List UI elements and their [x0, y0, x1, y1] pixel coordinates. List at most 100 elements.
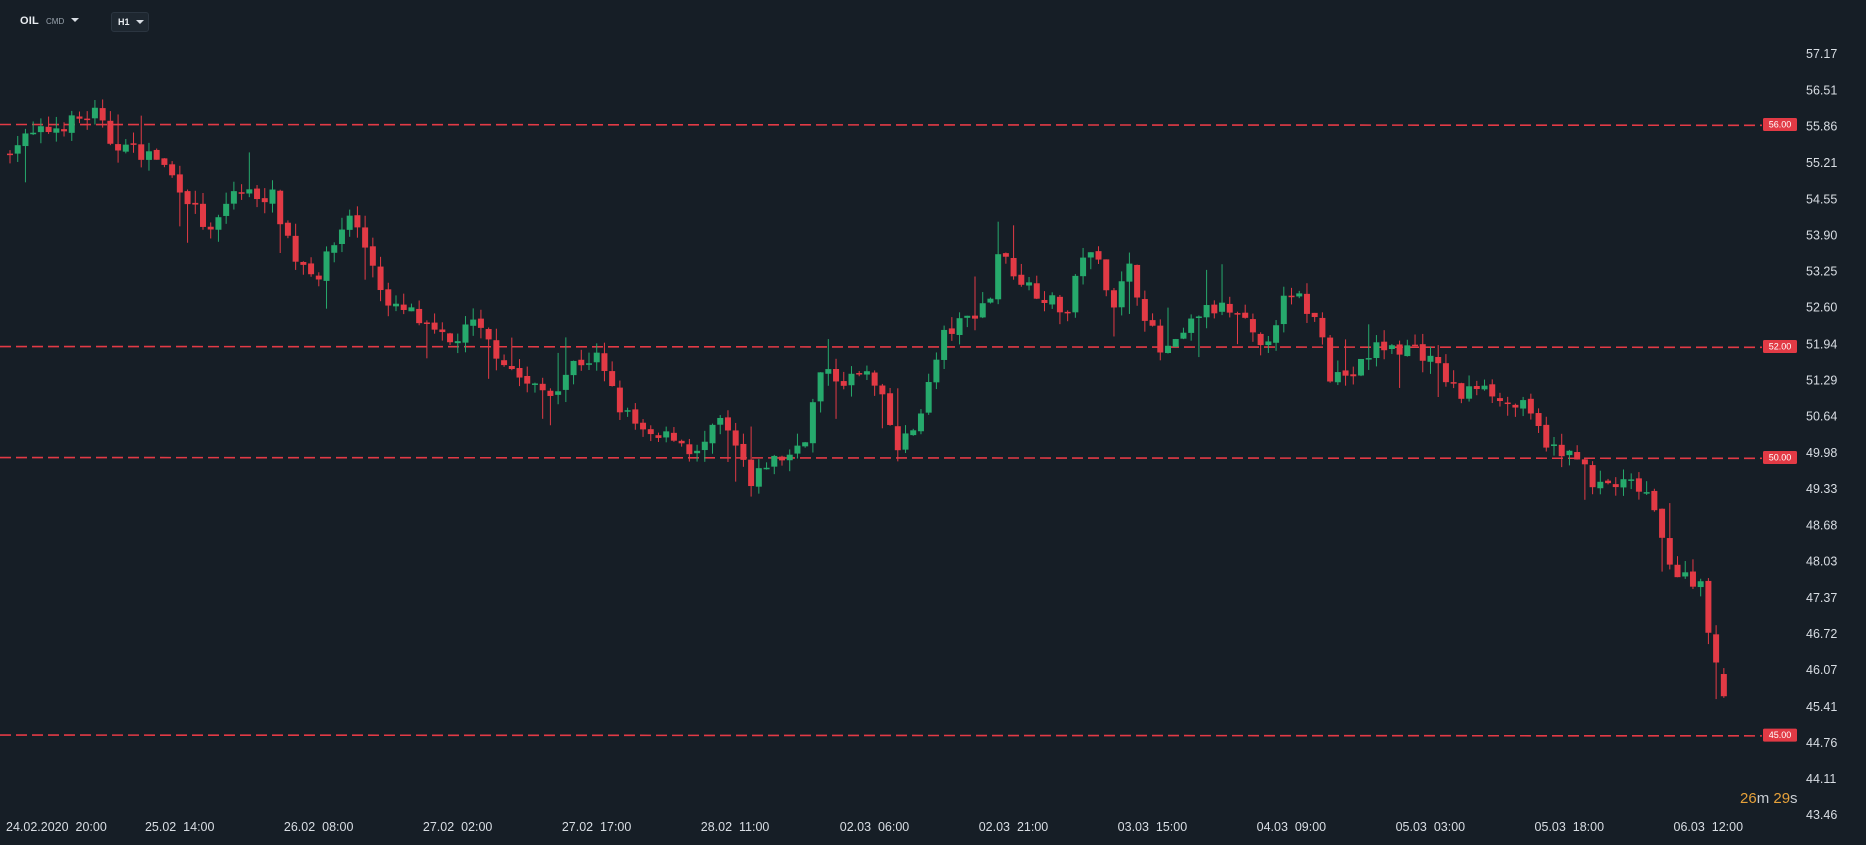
bull-candle	[1358, 358, 1364, 377]
bull-candle	[122, 139, 129, 154]
candle-body	[1450, 382, 1457, 384]
bear-candle	[686, 438, 693, 462]
countdown-seconds-unit: s	[1790, 790, 1798, 807]
bear-candle	[1319, 312, 1326, 345]
candle-body	[941, 329, 948, 360]
bear-candle	[948, 317, 955, 341]
bull-candle	[1296, 290, 1303, 299]
price-tick-label: 44.11	[1806, 772, 1836, 786]
bull-candle	[1280, 286, 1287, 333]
level-line[interactable]	[0, 456, 1763, 460]
bear-candle	[1713, 625, 1720, 700]
candle-body	[1327, 337, 1334, 382]
candle-body	[477, 318, 484, 328]
candle-body	[948, 328, 955, 334]
bull-candle	[14, 135, 21, 162]
candle-body	[771, 455, 778, 467]
bear-candle	[833, 358, 840, 419]
candle-body	[1527, 398, 1534, 414]
candle-body	[1612, 484, 1619, 488]
candle-body	[331, 245, 338, 253]
bear-candle	[1010, 225, 1017, 280]
candle-body	[161, 158, 168, 165]
bear-candle	[871, 370, 878, 396]
time-tick-label: 05.03 18:00	[1535, 820, 1605, 834]
candle-body	[825, 369, 832, 374]
candle-body	[1203, 305, 1210, 318]
candle-body	[1674, 564, 1681, 578]
candle-body	[470, 319, 477, 326]
bear-candle	[99, 99, 106, 128]
bull-candle	[323, 246, 330, 309]
candle-body	[593, 352, 600, 363]
bull-candle	[933, 352, 940, 390]
time-tick-label: 27.02 02:00	[423, 820, 493, 834]
chart-toolbar: OIL CMD H1	[0, 0, 300, 40]
level-line[interactable]	[0, 345, 1763, 349]
candle-body	[1350, 374, 1357, 377]
candle-body	[1087, 252, 1094, 258]
candle-body	[1033, 283, 1040, 299]
bear-candle	[1002, 252, 1009, 264]
symbol-selector[interactable]: OIL CMD	[14, 10, 84, 32]
candle-body	[284, 222, 291, 236]
price-axis: 57.17 56.51 55.86 55.21 54.55 53.90 53.25 52.60…	[1806, 47, 1837, 822]
bull-candle	[1620, 469, 1627, 496]
bull-candle	[462, 316, 469, 353]
candle-body	[1651, 490, 1658, 511]
candle-body	[246, 189, 253, 194]
candle-body	[1381, 341, 1388, 351]
bull-candle	[1118, 271, 1125, 316]
bear-candle	[308, 257, 315, 277]
candle-body	[555, 391, 562, 395]
candle-body	[632, 409, 639, 424]
bear-candle	[1141, 290, 1148, 332]
candle-body	[1080, 257, 1087, 277]
candle-body	[871, 372, 878, 386]
candle-body	[1273, 325, 1280, 343]
bear-candle	[184, 189, 191, 243]
bear-candle	[1720, 668, 1727, 698]
bull-candle	[802, 441, 809, 448]
bear-candle	[1257, 332, 1264, 356]
bear-candle	[1674, 556, 1681, 578]
bear-candle	[1396, 340, 1403, 388]
bear-candle	[1350, 366, 1357, 385]
candle-body	[30, 132, 37, 135]
price-tick-label: 51.94	[1806, 337, 1837, 351]
candle-body	[972, 315, 978, 319]
bull-candle	[794, 433, 801, 459]
candle-body	[84, 118, 91, 121]
bear-candle	[616, 380, 623, 420]
candle-body	[230, 191, 237, 204]
bear-candle	[655, 432, 662, 443]
time-tick-label: 24.02.2020 20:00	[6, 820, 107, 834]
candle-body	[616, 387, 623, 413]
candle-body	[1002, 253, 1009, 257]
candle-body	[1358, 358, 1364, 376]
candle-body	[1396, 344, 1403, 355]
timeframe-selector[interactable]: H1	[111, 12, 149, 32]
bear-candle	[447, 332, 454, 345]
bear-candle	[524, 366, 531, 393]
bear-candle	[1288, 287, 1295, 305]
bear-candle	[779, 455, 785, 466]
candle-body	[315, 275, 322, 280]
candle-body	[37, 126, 44, 133]
candle-body	[223, 203, 230, 216]
bull-candle	[1219, 264, 1226, 316]
price-tick-label: 57.17	[1806, 47, 1837, 61]
level-line[interactable]	[0, 123, 1763, 127]
candle-body	[354, 215, 361, 228]
candle-body	[200, 203, 206, 227]
bear-candle	[130, 132, 137, 153]
candle-body	[1473, 386, 1480, 390]
level-line[interactable]	[0, 734, 1763, 737]
bear-candle	[1589, 461, 1596, 495]
candle-body	[269, 189, 276, 204]
bull-candle	[1697, 578, 1704, 597]
candle-body	[45, 126, 52, 133]
candle-body	[1597, 481, 1604, 489]
bull-candle	[1180, 327, 1187, 340]
